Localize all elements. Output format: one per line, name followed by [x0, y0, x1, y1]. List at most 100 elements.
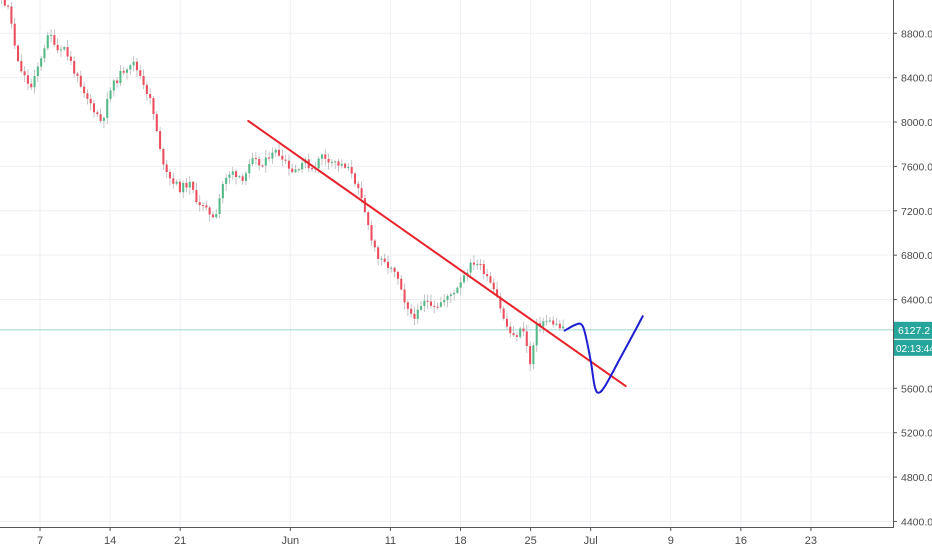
candle-body: [73, 60, 76, 74]
candle-103: [324, 149, 327, 166]
candle-body: [370, 225, 373, 241]
candle-body: [330, 161, 333, 163]
y-tick-label-8: 5200.0: [901, 428, 932, 440]
candle-17: [40, 56, 43, 71]
candle-body: [373, 240, 376, 248]
candle-116: [367, 210, 370, 230]
y-tick-label-5: 6800.0: [901, 250, 932, 262]
candle-body: [195, 189, 198, 203]
candle-157: [502, 306, 505, 321]
candle-body: [505, 318, 508, 327]
candle-body: [337, 161, 340, 166]
candle-body: [208, 207, 211, 215]
candle-body: [50, 35, 53, 37]
candle-151: [482, 259, 485, 280]
candle-body: [258, 158, 261, 166]
candle-body: [33, 76, 36, 88]
candle-body: [172, 178, 175, 184]
candle-body: [30, 83, 33, 88]
candle-body: [202, 205, 205, 207]
candle-77: [238, 175, 241, 179]
candle-42: [122, 66, 125, 76]
candle-body: [496, 289, 499, 297]
candle-body: [264, 157, 267, 166]
candle-18: [43, 44, 46, 63]
candle-body: [522, 328, 525, 332]
trendline[interactable]: [247, 119, 627, 388]
candle-body: [178, 181, 181, 193]
candle-86: [268, 151, 271, 162]
candle-83: [258, 155, 261, 171]
candle-27: [73, 56, 76, 78]
candle-123: [390, 266, 393, 273]
candle-169: [542, 317, 545, 334]
candle-48: [142, 69, 145, 90]
candle-body: [46, 35, 49, 49]
candle-body: [63, 47, 66, 50]
candle-body: [383, 258, 386, 262]
candle-11: [20, 54, 23, 73]
candle-128: [406, 299, 409, 316]
candle-67: [205, 200, 208, 211]
projection-curve[interactable]: [563, 315, 644, 394]
candle-130: [413, 306, 416, 326]
candle-166: [532, 342, 535, 370]
candle-body: [291, 168, 294, 173]
candle-171: [548, 317, 551, 323]
candle-94: [294, 164, 297, 174]
candle-body: [446, 296, 449, 301]
candle-69: [211, 211, 214, 219]
last-price-label: 6127.2: [898, 325, 930, 337]
candle-52: [155, 110, 158, 133]
candle-body: [413, 313, 416, 319]
candle-12: [23, 66, 26, 82]
x-tick-label-5: 18: [454, 535, 466, 547]
candle-body: [211, 214, 214, 218]
candle-body: [261, 165, 264, 167]
candle-body: [20, 61, 23, 72]
candle-140: [446, 294, 449, 308]
candle-174: [558, 320, 561, 331]
candle-body: [185, 182, 188, 188]
candle-body: [59, 49, 62, 51]
candle-95: [297, 168, 300, 173]
candle-body: [162, 148, 165, 165]
y-tick-label-9: 4800.0: [901, 472, 932, 484]
candle-body: [555, 323, 558, 325]
candle-body: [132, 61, 135, 66]
candle-body: [135, 61, 138, 71]
candle-body: [192, 181, 195, 190]
candle-body: [548, 320, 551, 322]
candle-148: [472, 255, 475, 270]
candle-132: [420, 300, 423, 312]
x-tick-label-10: 23: [805, 535, 817, 547]
candle-body: [512, 333, 515, 336]
candle-110: [347, 163, 350, 171]
candle-body: [301, 162, 304, 170]
candle-body: [66, 47, 69, 57]
candle-body: [558, 323, 561, 329]
candle-body: [459, 282, 462, 288]
candle-72: [221, 181, 224, 204]
y-tick-label-2: 8000.0: [901, 117, 932, 129]
candle-body: [53, 35, 56, 45]
candle-body: [403, 289, 406, 303]
candle-28: [76, 72, 79, 83]
candle-body: [436, 306, 439, 308]
candle-body: [112, 80, 115, 91]
candle-body: [76, 73, 79, 76]
candle-134: [426, 294, 429, 309]
x-tick-label-3: Jun: [281, 535, 299, 547]
candle-body: [519, 328, 522, 337]
candle-141: [449, 292, 452, 303]
candle-81: [251, 153, 254, 167]
candle-71: [218, 194, 221, 219]
candle-body: [340, 163, 343, 166]
candle-54: [162, 147, 165, 170]
drawings: [247, 119, 644, 394]
candle-body: [545, 321, 548, 323]
candle-56: [168, 169, 172, 186]
candle-body: [7, 5, 10, 7]
